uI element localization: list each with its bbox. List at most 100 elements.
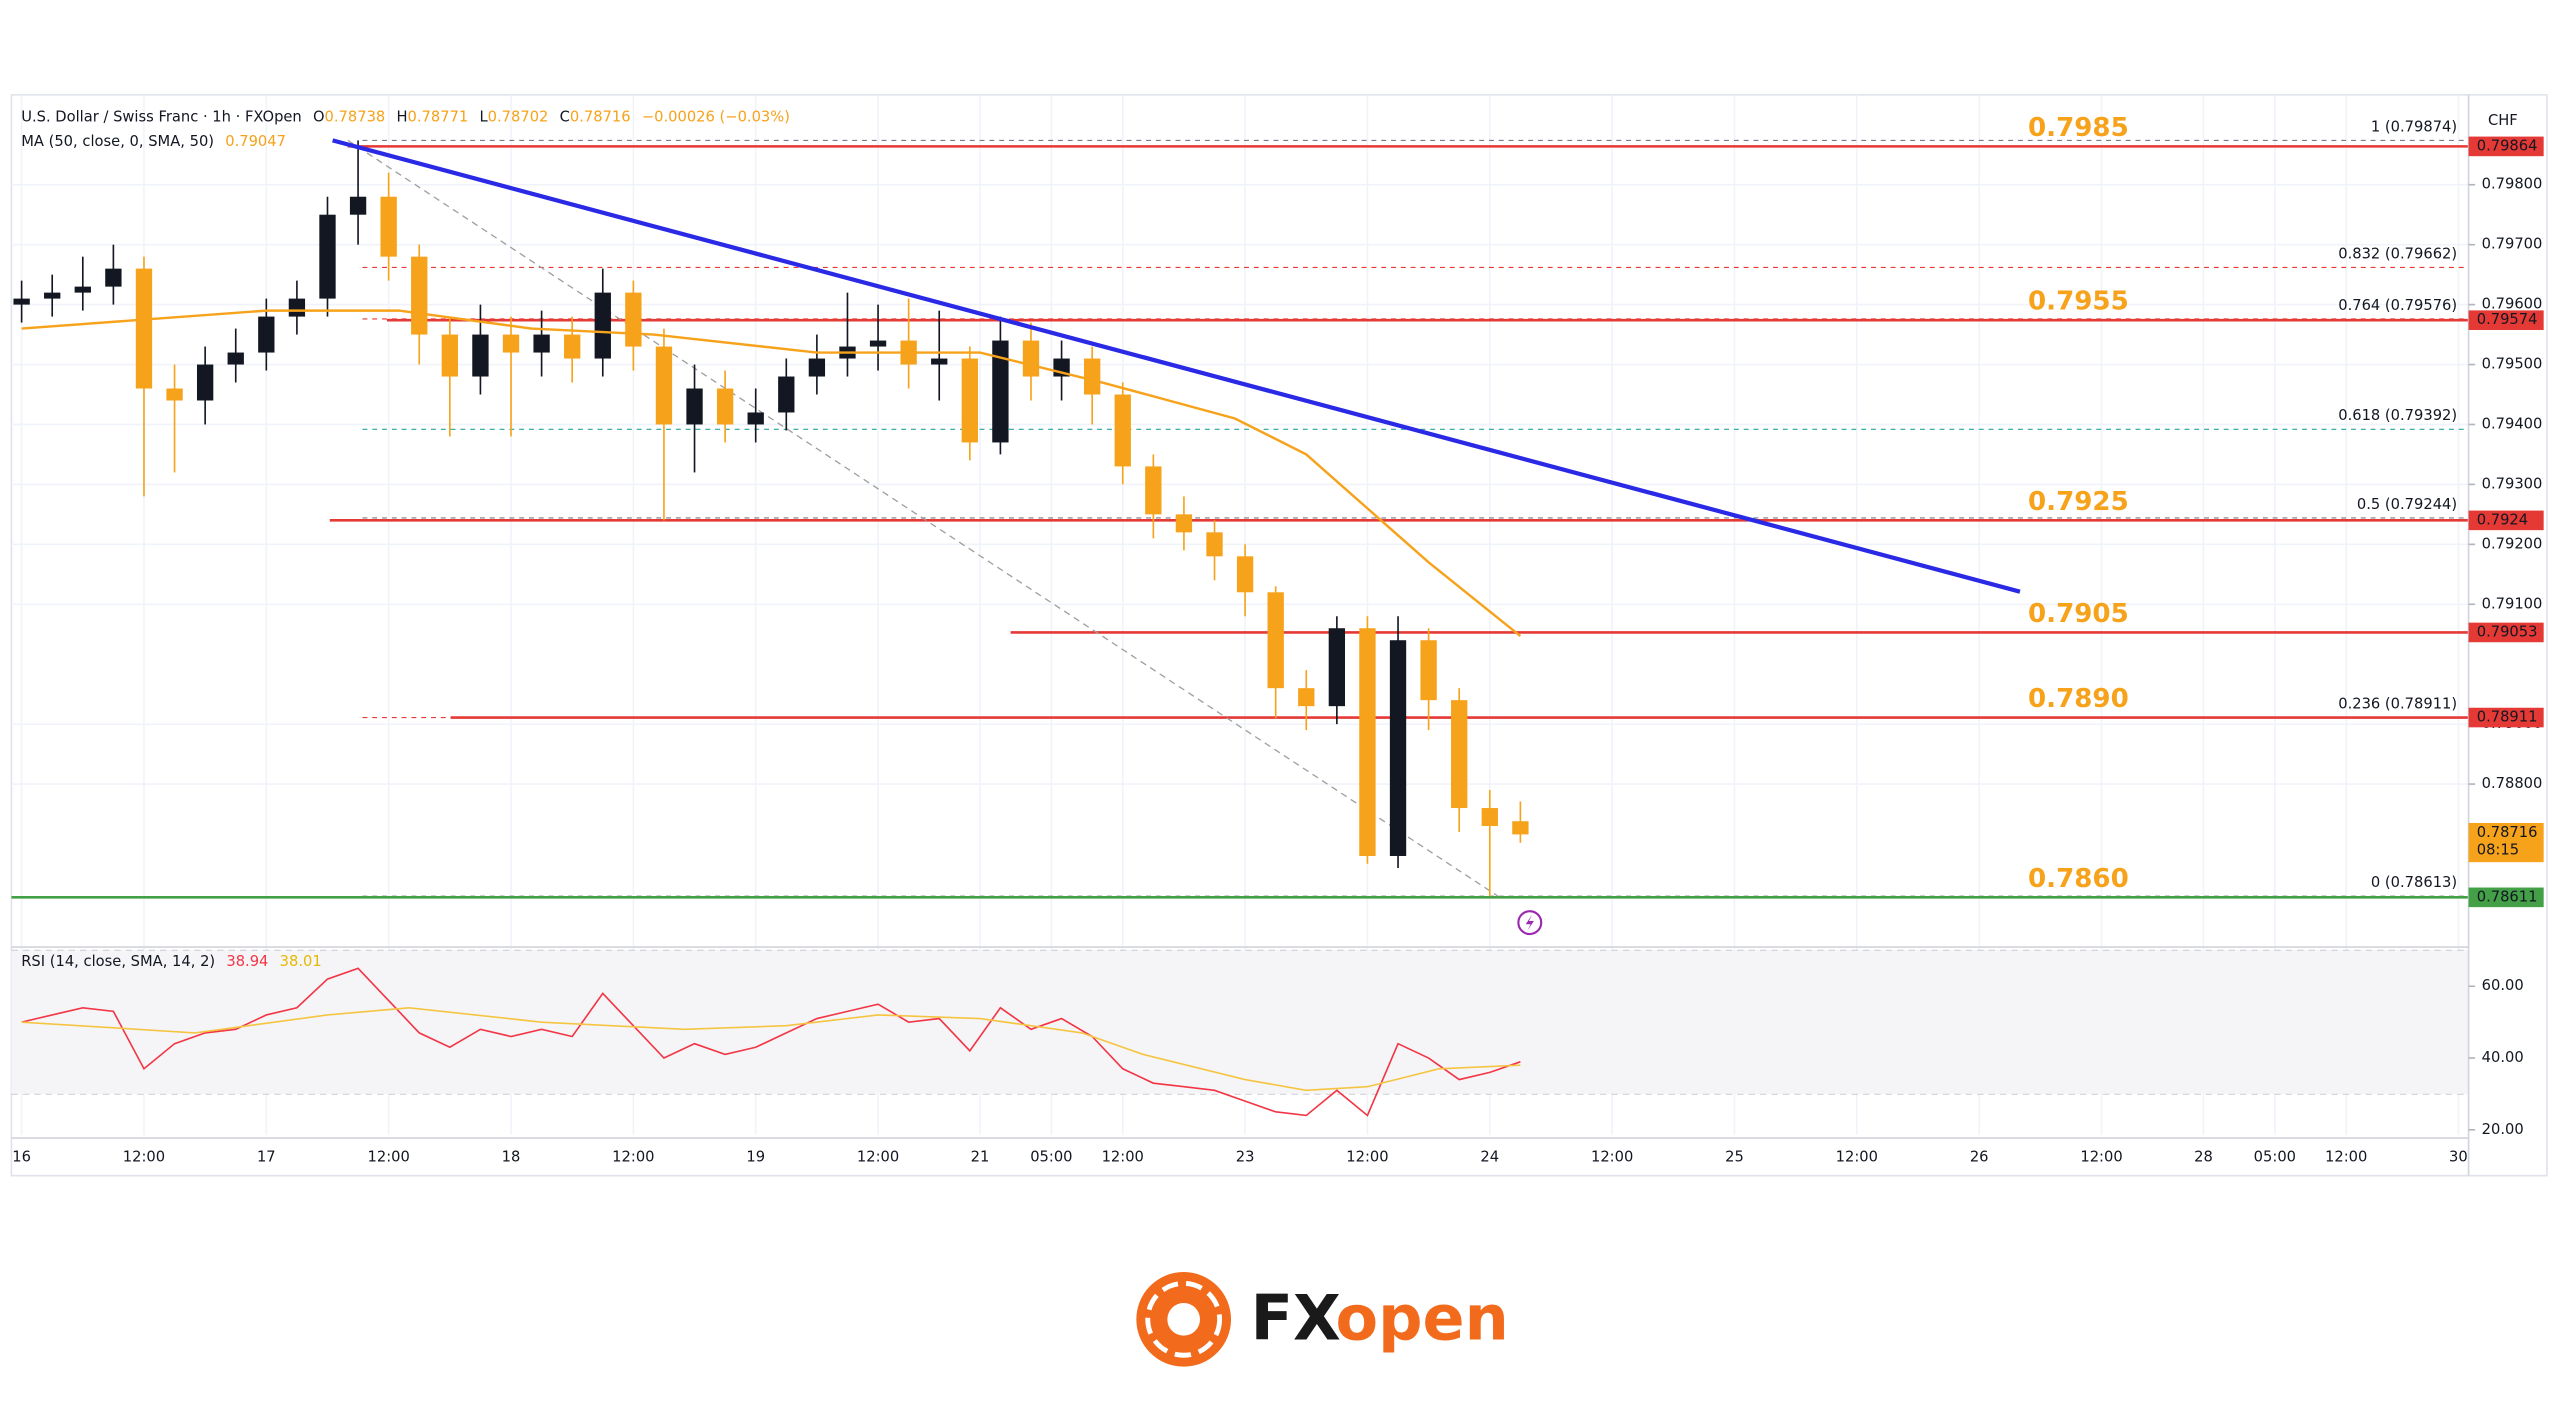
rsi-title: RSI (14, close, SMA, 14, 2): [21, 953, 215, 970]
plot: 1 (0.79874) 0.832 (0.79662) 0.764 (0.79576…: [11, 113, 2469, 1117]
x-tick-label: 21: [971, 1149, 990, 1166]
price-tag: [2468, 136, 2544, 157]
price-tag: [2468, 510, 2544, 531]
x-tick-label: 26: [1970, 1149, 1989, 1166]
candle-body: [1451, 700, 1468, 809]
candle-body: [716, 388, 734, 425]
price-tag-label: 0.78611: [2477, 888, 2538, 905]
x-tick-label: 12:00: [1836, 1149, 1878, 1166]
ma-value: 0.79047: [225, 133, 286, 150]
candle-body: [44, 292, 61, 299]
x-tick-label: 30: [2449, 1149, 2468, 1166]
fib-label: 0.236 (0.78911): [2338, 695, 2457, 712]
ma-header: MA (50, close, 0, SMA, 50) 0.79047: [21, 133, 286, 150]
candle-body: [1236, 556, 1254, 593]
candle-body: [1267, 592, 1284, 689]
candle-body: [808, 358, 826, 377]
candle-body: [135, 268, 153, 389]
rsi-line: [21, 967, 1521, 1117]
candle-body: [778, 376, 795, 413]
change: −0.00026 (−0.03%): [642, 109, 790, 126]
fib-label: 0.5 (0.79244): [2357, 496, 2457, 513]
currency: CHF: [2488, 112, 2518, 129]
ma-line: [21, 309, 1522, 637]
ohlc-label: O: [313, 109, 325, 126]
price-tag: [2468, 707, 2544, 728]
x-tick-label: 28: [2194, 1149, 2213, 1166]
y-tick-label: 0.79600: [2482, 296, 2543, 313]
fib-diagonal: [347, 139, 1499, 897]
header: U.S. Dollar / Swiss Franc · 1h · FXOpen …: [21, 109, 790, 126]
price-tag: [2468, 310, 2544, 330]
candle-body: [992, 340, 1009, 443]
low-value: 0.78702: [488, 109, 549, 126]
level-annotation: 0.7905: [2028, 599, 2129, 629]
candle-body: [441, 334, 459, 377]
candle-body: [594, 292, 611, 359]
fib-label: 0 (0.78613): [2371, 874, 2457, 891]
last-price-label: 0.78716: [2477, 824, 2538, 841]
candle-body: [411, 256, 428, 335]
x-tick-label: 12:00: [1346, 1149, 1388, 1166]
candle-body: [625, 292, 642, 347]
y-tick-label: 0.79300: [2482, 475, 2543, 492]
rsi-band: [11, 950, 2469, 1094]
candle-body: [1328, 628, 1346, 707]
ohlc-label: L: [479, 109, 488, 126]
candle-body: [227, 352, 244, 365]
x-tick-label: 12:00: [612, 1149, 654, 1166]
candle-body: [349, 196, 367, 215]
y-tick-label: 0.79800: [2482, 176, 2543, 193]
fib-label: 1 (0.79874): [2371, 118, 2457, 135]
alert-icon[interactable]: [1517, 910, 1543, 936]
price-tag-label: 0.79864: [2477, 137, 2538, 154]
level-annotation: 0.7925: [2028, 487, 2129, 517]
logo-fx: FX: [1251, 1282, 1341, 1355]
high-value: 0.78771: [408, 109, 469, 126]
ohlc-label: H: [396, 109, 407, 126]
candle-body: [472, 334, 489, 377]
candle-body: [961, 358, 978, 443]
x-tick-label: 05:00: [1030, 1149, 1072, 1166]
candle-body: [1206, 532, 1223, 557]
candle-body: [1114, 394, 1131, 467]
ma-name: MA (50, close, 0, SMA, 50): [21, 133, 214, 150]
price-tag-label: 0.79574: [2477, 311, 2538, 328]
close-value: 0.78716: [570, 109, 631, 126]
rsi-line: [21, 1006, 1521, 1092]
ohlc-label: C: [560, 109, 570, 126]
candle-body: [1022, 340, 1040, 377]
y-tick-label: 0.79400: [2482, 415, 2543, 432]
x-tick-label: 16: [12, 1149, 31, 1166]
x-tick-label: 12:00: [2325, 1149, 2367, 1166]
candle-body: [105, 268, 122, 287]
x-tick-label: 19: [746, 1149, 765, 1166]
level-annotation: 0.7860: [2028, 864, 2129, 894]
rsi-tick-label: 60.00: [2482, 977, 2524, 994]
fib-label: 0.764 (0.79576): [2338, 297, 2457, 314]
price-tag-label: 0.7924: [2477, 511, 2528, 528]
last-price-tag: [2468, 822, 2544, 863]
open-value: 0.78738: [325, 109, 386, 126]
axes: 16 12:00 17 12:00 18 12:00 19 12:00 21 05:00 12:00…: [12, 136, 2544, 1166]
candle-body: [1481, 808, 1498, 827]
fxopen-logo: FX open: [1136, 1271, 1509, 1367]
level-annotation: 0.7890: [2028, 684, 2129, 714]
y-tick-label: 0.79700: [2482, 236, 2543, 253]
candle-body: [380, 196, 397, 257]
candle-body: [533, 334, 550, 353]
candle-body: [196, 364, 214, 401]
candle-body: [1298, 688, 1315, 707]
candle-body: [564, 334, 581, 359]
x-tick-label: 12:00: [123, 1149, 165, 1166]
symbol-title: U.S. Dollar / Swiss Franc · 1h · FXOpen: [21, 109, 302, 126]
x-tick-label: 18: [502, 1149, 521, 1166]
candle-body: [13, 298, 30, 305]
logo-face: [1167, 1303, 1200, 1336]
candle-body: [288, 298, 306, 317]
candle-body: [258, 316, 275, 353]
countdown-label: 08:15: [2477, 842, 2519, 859]
price-tag-label: 0.78911: [2477, 709, 2538, 726]
x-tick-label: 12:00: [368, 1149, 410, 1166]
rsi-header: RSI (14, close, SMA, 14, 2) 38.94 38.01: [21, 953, 321, 970]
